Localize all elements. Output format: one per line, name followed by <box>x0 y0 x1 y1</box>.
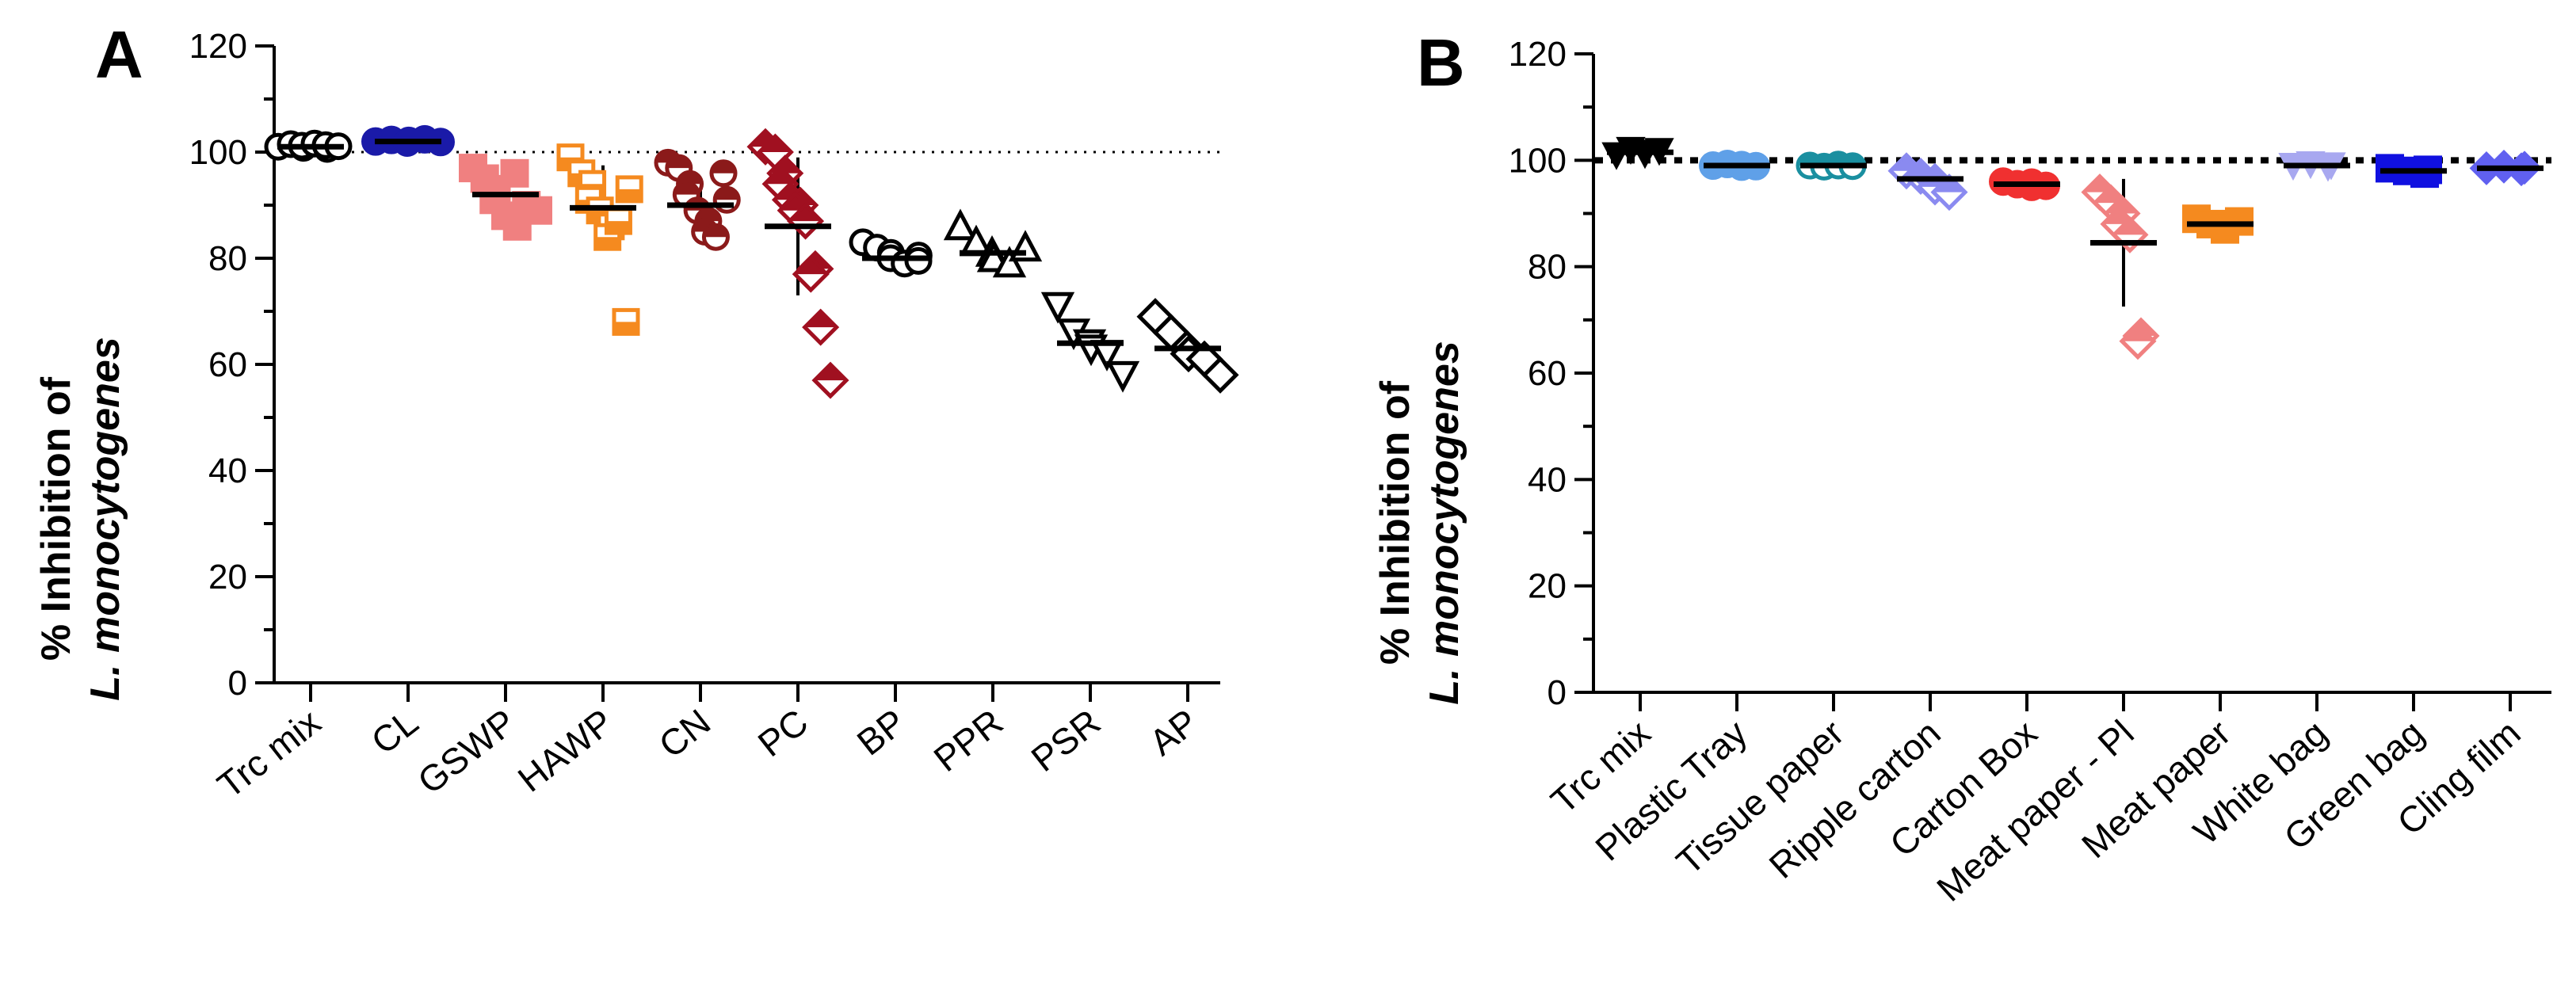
x-tick-label: PC <box>750 701 815 764</box>
series-cling-film <box>2469 149 2544 187</box>
data-point-PC-11 <box>811 361 849 399</box>
y-tick-label: 40 <box>1528 460 1567 499</box>
x-tick-label: CL <box>364 701 426 762</box>
series-hawp <box>556 143 643 336</box>
series-cn <box>654 148 741 251</box>
x-tick-label: Tissue paper <box>1669 712 1852 882</box>
panel-a-ylabel-line1: % Inhibition of <box>33 376 79 661</box>
panel-a-label: A <box>95 17 143 92</box>
y-tick-label: 0 <box>228 664 247 703</box>
data-point-PSR-5 <box>1105 360 1140 393</box>
y-tick-label: 120 <box>1509 35 1567 74</box>
x-tick-label: GSWP <box>410 701 523 802</box>
y-tick-label: 100 <box>1509 141 1567 180</box>
data-point-PPR-5 <box>1008 230 1043 262</box>
data-point-Meat paper - Pl-6 <box>2119 322 2157 360</box>
series-gswp <box>459 154 552 241</box>
x-tick-label: Trc mix <box>210 701 328 806</box>
panel-b: B % Inhibition of L. monocytogenes 0 20 40… <box>1372 25 2551 909</box>
data-point-Ripple carton-4 <box>1930 173 1968 211</box>
series-trc-mix <box>1601 136 1674 170</box>
data-point-PSR-0 <box>1040 292 1075 324</box>
data-point-HAWP-8 <box>615 175 643 204</box>
series-trc-mix <box>264 129 353 163</box>
x-tick-label: PSR <box>1024 701 1109 779</box>
y-tick-label: 80 <box>208 239 247 278</box>
series-meat-paper-pl <box>2081 173 2160 360</box>
x-tick-label: CN <box>651 701 718 766</box>
data-point-HAWP-9 <box>612 307 640 336</box>
series-psr <box>1040 292 1140 393</box>
panel-b-points <box>1601 136 2544 360</box>
y-tick-label: 60 <box>208 345 247 384</box>
series-cl <box>361 124 455 157</box>
y-tick-label: 40 <box>208 452 247 490</box>
series-bp <box>849 228 933 278</box>
series-plastic-tray <box>1699 150 1770 181</box>
data-point-GSWP-8 <box>524 196 552 225</box>
panel-b-ylabel-line2: L. monocytogenes <box>1422 341 1467 704</box>
y-tick-label: 60 <box>1528 354 1567 393</box>
panel-a: A % Inhibition of L. monocytogenes 0 20 40… <box>33 17 1239 806</box>
y-tick-label: 20 <box>208 558 247 596</box>
series-ripple-carton <box>1887 152 1968 211</box>
data-point-PPR-4 <box>992 246 1027 278</box>
data-point-AP-5 <box>1201 356 1239 394</box>
data-point-CN-8 <box>712 185 741 214</box>
series-pc <box>746 128 849 399</box>
series-tissue-paper <box>1796 151 1867 181</box>
panel-b-ylabel-line1: % Inhibition of <box>1372 380 1418 665</box>
panel-b-y-ticks: 0 20 40 60 80 100 120 <box>1509 35 1593 712</box>
panel-a-y-ticks: 0 20 40 60 80 100 120 <box>189 27 274 703</box>
y-tick-label: 0 <box>1548 673 1567 712</box>
x-tick-label: PPR <box>926 701 1011 779</box>
x-tick-label: BP <box>849 701 913 764</box>
series-carton-box <box>1989 167 2060 201</box>
series-meat-paper <box>2182 204 2254 244</box>
x-tick-label: HAWP <box>510 701 620 800</box>
series-ap <box>1136 298 1239 394</box>
y-tick-label: 120 <box>189 27 247 66</box>
panel-b-label: B <box>1417 25 1465 100</box>
data-point-HAWP-7 <box>604 207 632 235</box>
data-point-PC-10 <box>802 308 840 346</box>
data-point-GSWP-6 <box>500 158 529 188</box>
series-ppr <box>943 208 1043 278</box>
data-point-CN-9 <box>709 159 738 188</box>
series-green-bag <box>2376 154 2447 189</box>
panel-a-points <box>264 124 1239 399</box>
y-tick-label: 80 <box>1528 248 1567 287</box>
data-point-CN-7 <box>701 223 730 251</box>
y-tick-label: 20 <box>1528 567 1567 606</box>
series-white-bag <box>2278 151 2350 182</box>
panel-a-ylabel-line2: L. monocytogenes <box>82 337 128 700</box>
data-point-PPR-0 <box>943 208 978 241</box>
y-tick-label: 100 <box>189 133 247 172</box>
x-tick-label: AP <box>1142 701 1205 764</box>
data-point-PC-9 <box>792 255 830 293</box>
